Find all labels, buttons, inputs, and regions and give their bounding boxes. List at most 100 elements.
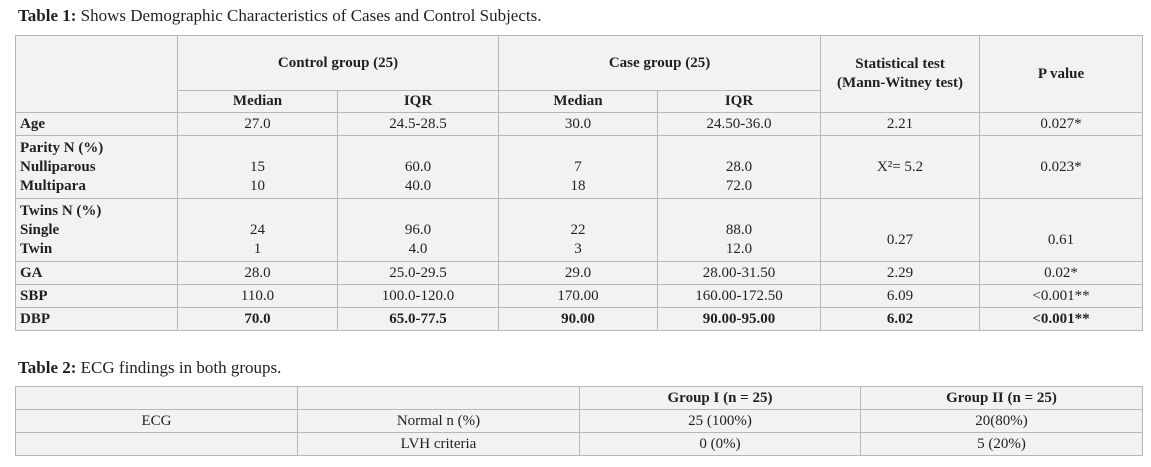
table2-caption-label: Table 2: bbox=[18, 358, 77, 377]
table1-corner-cell bbox=[15, 35, 178, 113]
cell-ecg-normal-group1: 25 (100%) bbox=[579, 409, 861, 433]
header-control-group: Control group (25) bbox=[176, 35, 500, 91]
cell-twins-ctrl-median: 24 1 bbox=[177, 198, 338, 262]
cell-sbp-ctrl-median: 110.0 bbox=[177, 284, 338, 308]
parity-ctrl-median-1: 15 bbox=[250, 158, 265, 175]
parity-sub1-label: Nulliparous bbox=[20, 158, 96, 175]
table-row-ecg-lvh: LVH criteria 0 (0%) 5 (20%) bbox=[15, 432, 1143, 456]
cell-dbp-ctrl-iqr: 65.0-77.5 bbox=[336, 307, 500, 331]
cell-ecg-empty bbox=[15, 432, 298, 456]
parity-ctrl-median-2: 10 bbox=[250, 177, 265, 194]
table1-header-row: Control group (25) Case group (25) Stati… bbox=[15, 35, 1144, 113]
table2-caption: Table 2: ECG findings in both groups. bbox=[18, 358, 281, 378]
table1-caption-label: Table 1: bbox=[18, 6, 77, 25]
cell-twins-ctrl-iqr: 96.0 4.0 bbox=[336, 198, 500, 262]
cell-ga-p: 0.02* bbox=[979, 261, 1144, 285]
header-group-1: Group I (n = 25) bbox=[579, 386, 861, 410]
table-row-sbp: SBP 110.0 100.0-120.0 170.00 160.00-172.… bbox=[15, 284, 1144, 308]
cell-age-ctrl-iqr: 24.5-28.5 bbox=[336, 112, 500, 136]
cell-twins-case-median: 22 3 bbox=[498, 198, 659, 262]
table-row-parity: Parity N (%) Nulliparous Multipara 15 10 … bbox=[15, 135, 1144, 199]
twins-sub2-label: Twin bbox=[20, 240, 53, 257]
parity-case-median-1: 7 bbox=[574, 158, 582, 175]
table-row-ga: GA 28.0 25.0-29.5 29.0 28.00-31.50 2.29 … bbox=[15, 261, 1144, 285]
cell-age-case-iqr: 24.50-36.0 bbox=[657, 112, 822, 136]
row-label-twins: Twins N (%) Single Twin bbox=[15, 198, 178, 262]
table-row-dbp: DBP 70.0 65.0-77.5 90.00 90.00-95.00 6.0… bbox=[15, 307, 1144, 331]
cell-ecg-normal-group2: 20(80%) bbox=[860, 409, 1143, 433]
cell-twins-stat: 0.27 bbox=[820, 198, 981, 262]
table-row-twins: Twins N (%) Single Twin 24 1 96.0 4.0 22 3 … bbox=[15, 198, 1144, 262]
table-row-age: Age 27.0 24.5-28.5 30.0 24.50-36.0 2.21 … bbox=[15, 112, 1144, 136]
cell-sbp-stat: 6.09 bbox=[820, 284, 981, 308]
cell-dbp-ctrl-median: 70.0 bbox=[177, 307, 338, 331]
table1-caption: Table 1: Shows Demographic Characteristi… bbox=[18, 6, 541, 26]
cell-sbp-case-median: 170.00 bbox=[498, 284, 659, 308]
parity-case-iqr-1: 28.0 bbox=[725, 158, 753, 175]
twins-ctrl-median-1: 24 bbox=[250, 221, 265, 238]
header-stat-line1: Statistical test bbox=[855, 56, 945, 72]
header-control-median: Median bbox=[177, 90, 338, 113]
twins-case-median-2: 3 bbox=[574, 240, 582, 257]
parity-sub2-label: Multipara bbox=[20, 177, 86, 194]
cell-ga-ctrl-iqr: 25.0-29.5 bbox=[336, 261, 500, 285]
cell-twins-p: 0.61 bbox=[979, 198, 1144, 262]
parity-case-median-2: 18 bbox=[570, 177, 586, 194]
twins-ctrl-iqr-2: 4.0 bbox=[408, 240, 428, 257]
table2-header-row: Group I (n = 25) Group II (n = 25) bbox=[15, 386, 1143, 410]
cell-sbp-case-iqr: 160.00-172.50 bbox=[657, 284, 822, 308]
twins-label: Twins N (%) bbox=[20, 202, 102, 219]
cell-sbp-p: <0.001** bbox=[979, 284, 1144, 308]
table2-caption-text: ECG findings in both groups. bbox=[76, 358, 282, 377]
cell-ga-stat: 2.29 bbox=[820, 261, 981, 285]
table2-empty-header-1 bbox=[15, 386, 298, 410]
cell-age-ctrl-median: 27.0 bbox=[177, 112, 338, 136]
cell-ecg-lvh-label: LVH criteria bbox=[297, 432, 580, 456]
cell-parity-case-median: 7 18 bbox=[498, 135, 659, 199]
cell-ga-case-iqr: 28.00-31.50 bbox=[657, 261, 822, 285]
ecg-findings-table: Group I (n = 25) Group II (n = 25) ECG N… bbox=[15, 386, 1143, 456]
header-case-group: Case group (25) bbox=[498, 35, 822, 91]
table1-caption-text: Shows Demographic Characteristics of Cas… bbox=[76, 6, 542, 25]
twins-case-iqr-1: 88.0 bbox=[725, 221, 753, 238]
row-label-ga: GA bbox=[15, 261, 178, 285]
twins-case-iqr-2: 12.0 bbox=[725, 240, 753, 257]
header-group-2: Group II (n = 25) bbox=[860, 386, 1143, 410]
cell-dbp-p: <0.001** bbox=[979, 307, 1144, 331]
parity-ctrl-iqr-2: 40.0 bbox=[404, 177, 432, 194]
cell-parity-case-iqr: 28.0 72.0 bbox=[657, 135, 822, 199]
row-label-dbp: DBP bbox=[15, 307, 178, 331]
cell-dbp-case-iqr: 90.00-95.00 bbox=[657, 307, 822, 331]
cell-age-case-median: 30.0 bbox=[498, 112, 659, 136]
cell-ga-ctrl-median: 28.0 bbox=[177, 261, 338, 285]
cell-dbp-case-median: 90.00 bbox=[498, 307, 659, 331]
table2-empty-header-2 bbox=[297, 386, 580, 410]
cell-ecg-lvh-group1: 0 (0%) bbox=[579, 432, 861, 456]
cell-parity-ctrl-iqr: 60.0 40.0 bbox=[336, 135, 500, 199]
twins-case-median-1: 22 bbox=[570, 221, 586, 238]
twins-ctrl-median-2: 1 bbox=[253, 240, 262, 257]
parity-label: Parity N (%) bbox=[20, 139, 104, 156]
parity-ctrl-iqr-1: 60.0 bbox=[404, 158, 432, 175]
cell-ga-case-median: 29.0 bbox=[498, 261, 659, 285]
cell-parity-p: 0.023* bbox=[979, 135, 1144, 199]
cell-ecg-normal-label: Normal n (%) bbox=[297, 409, 580, 433]
table-row-ecg-normal: ECG Normal n (%) 25 (100%) 20(80%) bbox=[15, 409, 1143, 433]
cell-sbp-ctrl-iqr: 100.0-120.0 bbox=[336, 284, 500, 308]
cell-parity-stat: X²= 5.2 bbox=[820, 135, 981, 199]
demographics-table: Control group (25) Case group (25) Stati… bbox=[15, 35, 1144, 331]
cell-age-p: 0.027* bbox=[979, 112, 1144, 136]
header-control-iqr: IQR bbox=[336, 90, 500, 113]
row-label-age: Age bbox=[15, 112, 178, 136]
twins-ctrl-iqr-1: 96.0 bbox=[404, 221, 432, 238]
header-case-iqr: IQR bbox=[657, 90, 822, 113]
header-case-median: Median bbox=[498, 90, 659, 113]
row-label-parity: Parity N (%) Nulliparous Multipara bbox=[15, 135, 178, 199]
cell-twins-case-iqr: 88.0 12.0 bbox=[657, 198, 822, 262]
twins-sub1-label: Single bbox=[20, 221, 60, 238]
header-statistical-test: Statistical test (Mann-Witney test) bbox=[820, 35, 981, 113]
row-label-sbp: SBP bbox=[15, 284, 178, 308]
cell-age-stat: 2.21 bbox=[820, 112, 981, 136]
row-label-ecg: ECG bbox=[15, 409, 298, 433]
cell-ecg-lvh-group2: 5 (20%) bbox=[860, 432, 1143, 456]
